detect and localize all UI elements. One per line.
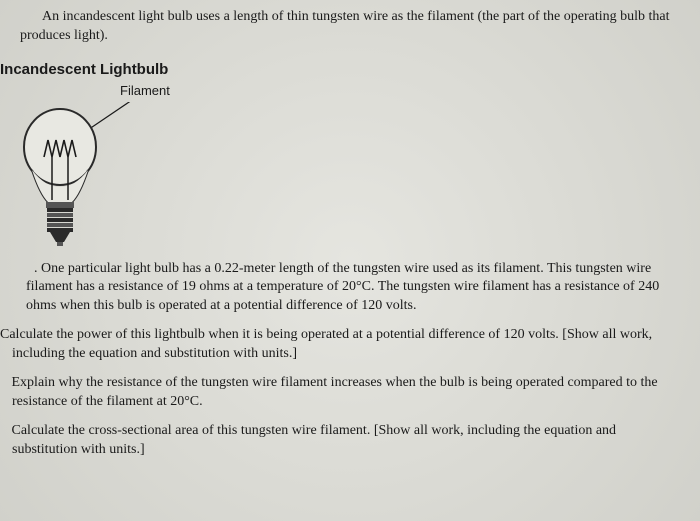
- q3-prefix: .: [0, 422, 8, 441]
- base-collar: [46, 202, 74, 208]
- bulb-diagram: [20, 102, 682, 252]
- q3-text: Calculate the cross-sectional area of th…: [12, 423, 617, 457]
- base-tip: [50, 232, 70, 242]
- contact-tip: [57, 242, 63, 246]
- lightbulb-svg: [20, 102, 150, 252]
- setup-text: One particular light bulb has a 0.22-met…: [26, 261, 659, 314]
- filament-label: Filament: [120, 82, 682, 100]
- diagram-heading: Incandescent Lightbulb: [0, 60, 682, 80]
- problem-setup-paragraph: . One particular light bulb has a 0.22-m…: [26, 260, 682, 317]
- question-1: Calculate the power of this lightbulb wh…: [0, 326, 682, 364]
- q2-prefix: .: [0, 374, 8, 393]
- q2-text: Explain why the resistance of the tungst…: [12, 375, 658, 409]
- setup-dot: .: [34, 261, 38, 276]
- question-2: . Explain why the resistance of the tung…: [0, 374, 682, 412]
- question-3: . Calculate the cross-sectional area of …: [0, 422, 682, 460]
- screw-base: [47, 208, 73, 232]
- intro-paragraph: An incandescent light bulb uses a length…: [20, 8, 682, 46]
